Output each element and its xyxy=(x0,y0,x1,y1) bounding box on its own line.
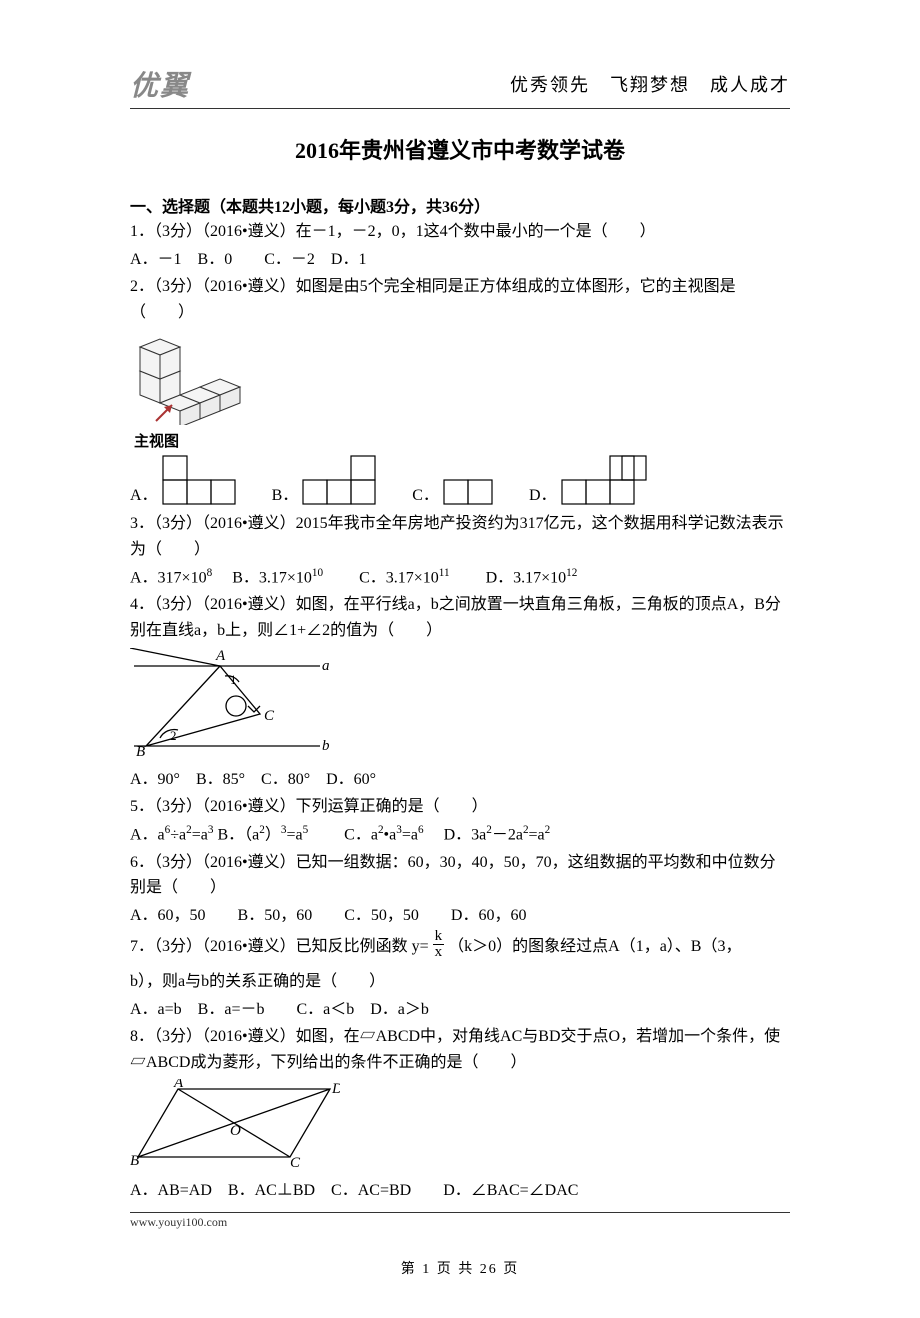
fraction-icon: k x xyxy=(433,929,445,962)
q8-figure: A D B C O xyxy=(130,1079,790,1174)
svg-text:b: b xyxy=(322,738,330,754)
q2-caption: 主视图 xyxy=(134,430,790,451)
q4-figure: A B C a b 1 2 xyxy=(130,648,790,763)
svg-text:C: C xyxy=(264,708,275,724)
svg-text:a: a xyxy=(322,658,330,674)
section-heading: 一、选择题（本题共12小题，每小题3分，共36分） xyxy=(130,193,790,217)
footer-url: www.youyi100.com xyxy=(130,1215,790,1230)
q2-options: A． B． C． D． xyxy=(130,455,790,505)
opt-label: D． xyxy=(529,481,557,505)
svg-text:D: D xyxy=(331,1081,340,1097)
svg-text:B: B xyxy=(130,1153,139,1169)
q2-opt-b: B． xyxy=(272,455,377,505)
opt-label: C． xyxy=(412,481,439,505)
q5-opts: A．a6÷a2=a3 B．（a2）3=a5 C．a2•a3=a6 D．3a2－2… xyxy=(130,822,790,848)
q2-opt-c: C． xyxy=(412,479,493,505)
q3-text: 3．（3分）（2016•遵义）2015年我市全年房地产投资约为317亿元，这个数… xyxy=(130,511,790,562)
page-title: 2016年贵州省遵义市中考数学试卷 xyxy=(130,133,790,165)
q2-opt-a: A． xyxy=(130,455,236,505)
header-slogan: 优秀领先 飞翔梦想 成人成才 xyxy=(510,71,790,97)
q7-text2: b），则a与b的关系正确的是（ ） xyxy=(130,969,790,995)
svg-text:2: 2 xyxy=(170,728,177,743)
svg-text:1: 1 xyxy=(230,672,237,687)
q6-opts: A．60，50 B．50，60 C．50，50 D．60，60 xyxy=(130,903,790,929)
q2-opt-d: D． xyxy=(529,455,647,505)
footer-rule: www.youyi100.com xyxy=(130,1212,790,1230)
q8-text: 8．（3分）（2016•遵义）如图，在▱ABCD中，对角线AC与BD交于点O，若… xyxy=(130,1024,790,1075)
q7-text: 7．（3分）（2016•遵义）已知反比例函数 y= k x （k＞0）的图象经过… xyxy=(130,931,790,964)
q2-iso-figure: 主视图 xyxy=(130,329,790,451)
svg-text:O: O xyxy=(230,1123,241,1139)
q3-opts: A．317×108 B．3.17×1010 C．3.17×1011 D．3.17… xyxy=(130,565,790,591)
svg-text:C: C xyxy=(290,1155,301,1169)
page-number: 第 1 页 共 26 页 xyxy=(130,1258,790,1278)
q4-text: 4．（3分）（2016•遵义）如图，在平行线a，b之间放置一块直角三角板，三角板… xyxy=(130,592,790,643)
opt-label: B． xyxy=(272,481,299,505)
svg-text:A: A xyxy=(215,648,226,664)
svg-text:B: B xyxy=(136,744,145,758)
q4-opts: A．90° B．85° C．80° D．60° xyxy=(130,767,790,793)
q1-text: 1．（3分）（2016•遵义）在－1，－2，0，1这4个数中最小的一个是（ ） xyxy=(130,219,790,245)
q8-opts: A．AB=AD B．AC⊥BD C．AC=BD D．∠BAC=∠DAC xyxy=(130,1178,790,1204)
brand-logo: 优翼 xyxy=(130,64,190,104)
q2-text: 2．（3分）（2016•遵义）如图是由5个完全相同是正方体组成的立体图形，它的主… xyxy=(130,274,790,325)
svg-text:A: A xyxy=(173,1079,184,1091)
opt-label: A． xyxy=(130,481,158,505)
q7-opts: A．a=b B．a=－b C．a＜b D．a＞b xyxy=(130,997,790,1023)
q6-text: 6．（3分）（2016•遵义）已知一组数据：60，30，40，50，70，这组数… xyxy=(130,850,790,901)
q1-opts: A．－1 B．0 C．－2 D．1 xyxy=(130,247,790,273)
page-header: 优翼 优秀领先 飞翔梦想 成人成才 xyxy=(130,64,790,109)
q5-text: 5．（3分）（2016•遵义）下列运算正确的是（ ） xyxy=(130,794,790,820)
